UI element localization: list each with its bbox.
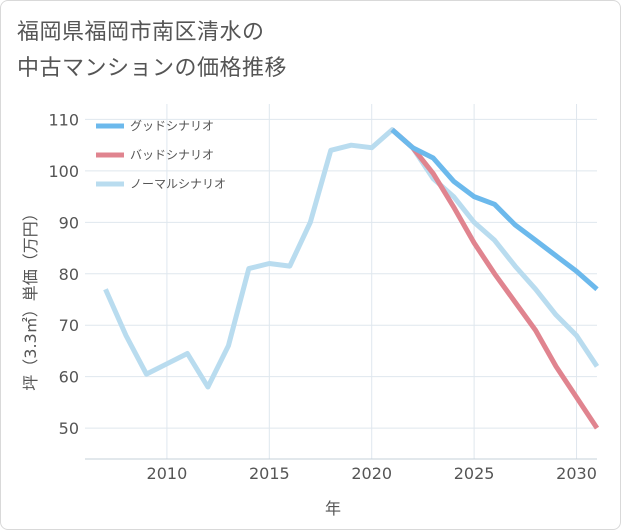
y-axis-title: 坪（3.3㎡）単価（万円） bbox=[21, 205, 40, 390]
y-tick-label-50: 50 bbox=[59, 419, 79, 438]
legend-label-0: グッドシナリオ bbox=[130, 119, 214, 133]
series-line-1 bbox=[390, 127, 600, 430]
legend-label-1: バッドシナリオ bbox=[130, 148, 214, 162]
series-line-0 bbox=[390, 127, 599, 292]
y-tick-label-110: 110 bbox=[48, 110, 79, 129]
x-tick-labels: 2010 2015 2020 2025 2030 bbox=[147, 464, 597, 483]
y-tick-label-80: 80 bbox=[59, 265, 79, 284]
y-tick-label-90: 90 bbox=[59, 213, 79, 232]
chart-title-line-1: 福岡県福岡市南区清水の bbox=[17, 20, 265, 45]
y-tick-labels: 50 60 70 80 90 100 110 bbox=[48, 110, 79, 438]
y-tick-label-100: 100 bbox=[48, 162, 79, 181]
plot-area-background bbox=[85, 104, 597, 459]
y-tick-label-70: 70 bbox=[59, 316, 79, 335]
x-tick-label-2015: 2015 bbox=[249, 464, 290, 483]
series-line-2 bbox=[103, 127, 600, 390]
x-tick-label-2025: 2025 bbox=[454, 464, 495, 483]
grid-lines bbox=[85, 104, 597, 460]
x-tick-label-2010: 2010 bbox=[147, 464, 188, 483]
chart-title: 福岡県福岡市南区清水の 中古マンションの価格推移 bbox=[17, 15, 607, 87]
series-lines bbox=[103, 127, 600, 430]
x-axis-title: 年 bbox=[325, 499, 341, 518]
x-tick-label-2020: 2020 bbox=[351, 464, 392, 483]
legend-label-2: ノーマルシナリオ bbox=[130, 177, 226, 191]
y-tick-label-60: 60 bbox=[59, 368, 79, 387]
x-tick-label-2030: 2030 bbox=[556, 464, 597, 483]
chart-title-line-2: 中古マンションの価格推移 bbox=[17, 56, 288, 81]
